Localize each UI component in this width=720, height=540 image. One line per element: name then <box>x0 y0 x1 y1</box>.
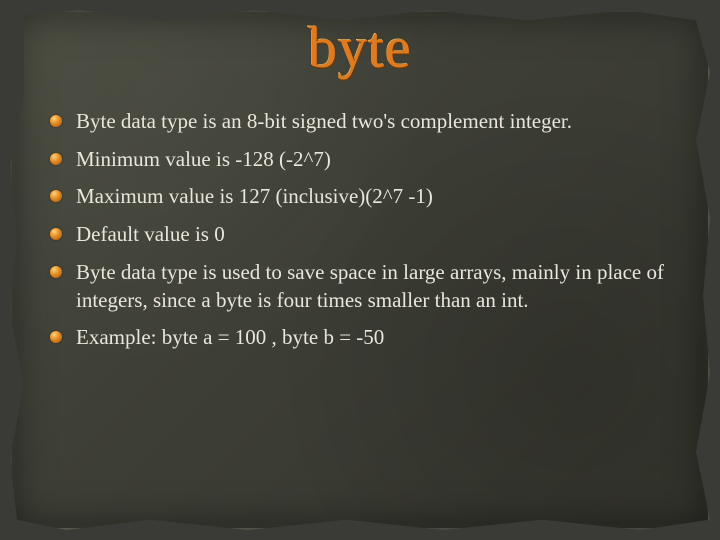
bullet-text: Example: byte a = 100 , byte b = -50 <box>76 325 384 349</box>
slide: byte Byte data type is an 8-bit signed t… <box>0 0 720 540</box>
bullet-text: Byte data type is used to save space in … <box>76 260 664 312</box>
bullet-text: Byte data type is an 8-bit signed two's … <box>76 109 572 133</box>
bullet-list: Byte data type is an 8-bit signed two's … <box>50 108 674 362</box>
list-item: Minimum value is -128 (-2^7) <box>50 146 674 174</box>
list-item: Maximum value is 127 (inclusive)(2^7 -1) <box>50 183 674 211</box>
list-item: Example: byte a = 100 , byte b = -50 <box>50 324 674 352</box>
bullet-text: Default value is 0 <box>76 222 225 246</box>
list-item: Default value is 0 <box>50 221 674 249</box>
bullet-text: Maximum value is 127 (inclusive)(2^7 -1) <box>76 184 433 208</box>
slide-title: byte <box>0 14 720 81</box>
list-item: Byte data type is an 8-bit signed two's … <box>50 108 674 136</box>
list-item: Byte data type is used to save space in … <box>50 259 674 314</box>
bullet-text: Minimum value is -128 (-2^7) <box>76 147 331 171</box>
